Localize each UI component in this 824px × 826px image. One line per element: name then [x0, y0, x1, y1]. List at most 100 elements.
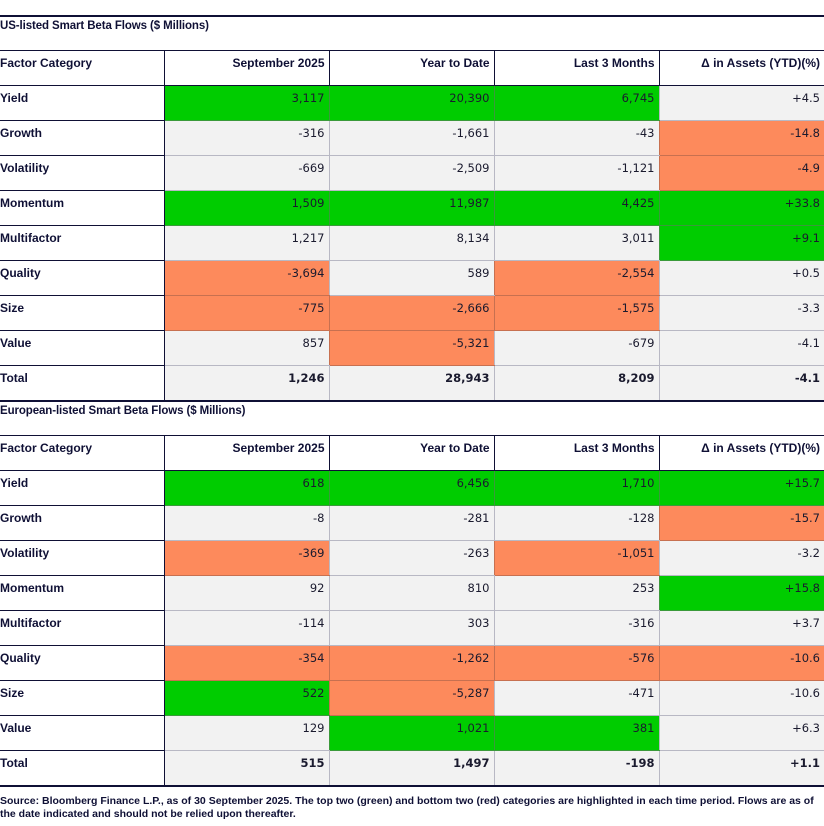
cell-year-to-date: -263	[328, 540, 494, 576]
header-year-to-date: Year to Date	[328, 435, 494, 471]
table-row-size: Size -775 -2,666 -1,575 -3.3	[0, 295, 824, 331]
cell-september-2025: 515	[163, 750, 329, 787]
cell-last-3-months: 8,209	[493, 365, 659, 402]
cell-september-2025: 129	[163, 715, 329, 751]
cell-delta-assets: +15.8	[658, 575, 824, 611]
cell-delta-assets: +3.7	[658, 610, 824, 646]
cell-last-3-months: -1,121	[493, 155, 659, 191]
cell-september-2025: 522	[163, 680, 329, 716]
header-row: Factor Category September 2025 Year to D…	[0, 50, 824, 86]
cell-delta-assets: +4.5	[658, 85, 824, 121]
cell-year-to-date: 589	[328, 260, 494, 296]
cell-year-to-date: -5,287	[328, 680, 494, 716]
cell-last-3-months: -679	[493, 330, 659, 366]
cell-year-to-date: 28,943	[328, 365, 494, 402]
cell-year-to-date: 303	[328, 610, 494, 646]
cell-delta-assets: -3.2	[658, 540, 824, 576]
row-label: Growth	[0, 505, 165, 541]
cell-year-to-date: 8,134	[328, 225, 494, 261]
cell-last-3-months: -2,554	[493, 260, 659, 296]
cell-september-2025: -369	[163, 540, 329, 576]
cell-year-to-date: -5,321	[328, 330, 494, 366]
row-label: Total	[0, 365, 165, 402]
cell-september-2025: 92	[163, 575, 329, 611]
cell-delta-assets: -15.7	[658, 505, 824, 541]
table-row-total: Total 515 1,497 -198 +1.1	[0, 750, 824, 787]
cell-year-to-date: -281	[328, 505, 494, 541]
cell-september-2025: 857	[163, 330, 329, 366]
cell-september-2025: 3,117	[163, 85, 329, 121]
cell-last-3-months: 381	[493, 715, 659, 751]
cell-delta-assets: +33.8	[658, 190, 824, 226]
header-september-2025: September 2025	[163, 50, 329, 86]
cell-year-to-date: 1,497	[328, 750, 494, 787]
cell-delta-assets: -3.3	[658, 295, 824, 331]
header-delta-assets: Δ in Assets (YTD)(%)	[658, 50, 824, 86]
row-label: Growth	[0, 120, 165, 156]
table-row-growth: Growth -316 -1,661 -43 -14.8	[0, 120, 824, 156]
row-label: Size	[0, 680, 165, 716]
cell-september-2025: -775	[163, 295, 329, 331]
row-label: Momentum	[0, 190, 165, 226]
table-row-multifactor: Multifactor -114 303 -316 +3.7	[0, 610, 824, 646]
table-row-value: Value 129 1,021 381 +6.3	[0, 715, 824, 751]
cell-delta-assets: +6.3	[658, 715, 824, 751]
cell-september-2025: -8	[163, 505, 329, 541]
row-label: Quality	[0, 645, 165, 681]
row-label: Size	[0, 295, 165, 331]
cell-last-3-months: 1,710	[493, 470, 659, 506]
cell-year-to-date: -1,262	[328, 645, 494, 681]
table-row-growth: Growth -8 -281 -128 -15.7	[0, 505, 824, 541]
eu-table-body: Yield 618 6,456 1,710 +15.7 Growth -8 -281 -128-…	[0, 470, 824, 787]
cell-last-3-months: -1,575	[493, 295, 659, 331]
row-label: Multifactor	[0, 225, 165, 261]
header-factor-category: Factor Category	[0, 50, 164, 86]
table-row-value: Value 857 -5,321 -679 -4.1	[0, 330, 824, 366]
cell-delta-assets: -4.9	[658, 155, 824, 191]
cell-september-2025: -114	[163, 610, 329, 646]
row-label: Yield	[0, 85, 165, 121]
cell-delta-assets: +1.1	[658, 750, 824, 787]
table-row-volatility: Volatility -669 -2,509 -1,121 -4.9	[0, 155, 824, 191]
cell-year-to-date: 11,987	[328, 190, 494, 226]
header-last-3-months: Last 3 Months	[493, 50, 659, 86]
table-row-volatility: Volatility -369 -263 -1,051 -3.2	[0, 540, 824, 576]
cell-september-2025: 618	[163, 470, 329, 506]
cell-last-3-months: -316	[493, 610, 659, 646]
source-footnote: Source: Bloomberg Finance L.P., as of 30…	[0, 795, 814, 820]
row-label: Quality	[0, 260, 165, 296]
row-label: Value	[0, 330, 165, 366]
row-label: Volatility	[0, 155, 165, 191]
us-table-title: US-listed Smart Beta Flows ($ Millions)	[0, 20, 209, 32]
cell-delta-assets: +9.1	[658, 225, 824, 261]
eu-table-title: European-listed Smart Beta Flows ($ Mill…	[0, 405, 246, 417]
cell-delta-assets: -4.1	[658, 330, 824, 366]
cell-year-to-date: 810	[328, 575, 494, 611]
cell-last-3-months: 6,745	[493, 85, 659, 121]
cell-september-2025: -316	[163, 120, 329, 156]
row-label: Value	[0, 715, 165, 751]
cell-last-3-months: 253	[493, 575, 659, 611]
cell-delta-assets: -10.6	[658, 645, 824, 681]
cell-last-3-months: -576	[493, 645, 659, 681]
cell-last-3-months: -1,051	[493, 540, 659, 576]
header-factor-category: Factor Category	[0, 435, 164, 471]
top-rule	[0, 15, 824, 17]
cell-september-2025: -354	[163, 645, 329, 681]
eu-flows-table: Factor Category September 2025 Year to D…	[0, 435, 824, 787]
cell-september-2025: 1,217	[163, 225, 329, 261]
table-row-momentum: Momentum 1,509 11,987 4,425 +33.8	[0, 190, 824, 226]
cell-delta-assets: -4.1	[658, 365, 824, 402]
table-row-momentum: Momentum 92 810 253 +15.8	[0, 575, 824, 611]
table-row-yield: Yield 3,117 20,390 6,745 +4.5	[0, 85, 824, 121]
row-label: Volatility	[0, 540, 165, 576]
cell-year-to-date: 1,021	[328, 715, 494, 751]
row-label: Total	[0, 750, 165, 787]
header-row: Factor Category September 2025 Year to D…	[0, 435, 824, 471]
cell-year-to-date: -2,509	[328, 155, 494, 191]
cell-last-3-months: 4,425	[493, 190, 659, 226]
header-year-to-date: Year to Date	[328, 50, 494, 86]
cell-delta-assets: -10.6	[658, 680, 824, 716]
cell-september-2025: -3,694	[163, 260, 329, 296]
table-row-size: Size 522 -5,287 -471 -10.6	[0, 680, 824, 716]
